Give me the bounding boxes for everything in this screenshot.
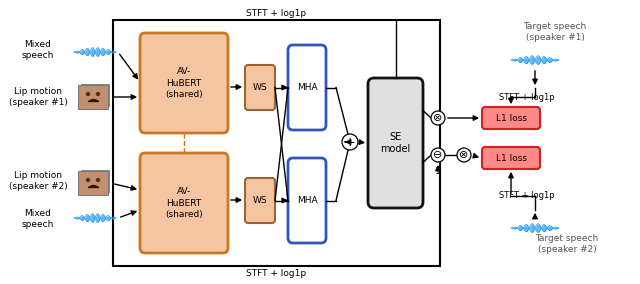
Text: AV-
HuBERT
(shared): AV- HuBERT (shared) bbox=[165, 187, 203, 219]
Text: L1 loss: L1 loss bbox=[495, 153, 527, 162]
FancyBboxPatch shape bbox=[288, 158, 326, 243]
Circle shape bbox=[431, 148, 445, 162]
Text: MHA: MHA bbox=[297, 196, 317, 205]
Text: +: + bbox=[345, 135, 355, 149]
Text: Lip motion
(speaker #2): Lip motion (speaker #2) bbox=[8, 171, 67, 191]
FancyBboxPatch shape bbox=[81, 84, 109, 106]
Text: SE
model: SE model bbox=[380, 132, 411, 154]
Circle shape bbox=[431, 111, 445, 125]
Circle shape bbox=[96, 178, 100, 182]
Text: ⊖: ⊖ bbox=[433, 150, 443, 160]
Circle shape bbox=[96, 92, 100, 96]
Text: Mixed
speech: Mixed speech bbox=[22, 40, 54, 60]
Text: MHA: MHA bbox=[297, 83, 317, 92]
Text: ⊗: ⊗ bbox=[433, 113, 443, 123]
Circle shape bbox=[342, 134, 358, 150]
Bar bbox=[113, 20, 440, 266]
Text: AV-
HuBERT
(shared): AV- HuBERT (shared) bbox=[165, 67, 203, 99]
FancyBboxPatch shape bbox=[81, 170, 109, 192]
Text: Lip motion
(speaker #1): Lip motion (speaker #1) bbox=[8, 87, 67, 107]
Text: WS: WS bbox=[253, 83, 268, 92]
Text: L1 loss: L1 loss bbox=[495, 114, 527, 122]
Circle shape bbox=[86, 92, 90, 96]
Text: STFT + log1p: STFT + log1p bbox=[499, 191, 555, 201]
Text: ⊗: ⊗ bbox=[460, 150, 468, 160]
FancyBboxPatch shape bbox=[482, 147, 540, 169]
FancyBboxPatch shape bbox=[482, 107, 540, 129]
FancyBboxPatch shape bbox=[78, 85, 108, 109]
Text: STFT + log1p: STFT + log1p bbox=[499, 93, 555, 101]
FancyBboxPatch shape bbox=[78, 87, 106, 109]
Text: Target speech
(speaker #1): Target speech (speaker #1) bbox=[524, 22, 587, 42]
Text: WS: WS bbox=[253, 196, 268, 205]
FancyBboxPatch shape bbox=[78, 173, 106, 195]
FancyBboxPatch shape bbox=[245, 178, 275, 223]
FancyBboxPatch shape bbox=[140, 153, 228, 253]
Text: Target speech
(speaker #2): Target speech (speaker #2) bbox=[536, 234, 598, 254]
Circle shape bbox=[86, 178, 90, 182]
Text: Mixed
speech: Mixed speech bbox=[22, 209, 54, 229]
FancyBboxPatch shape bbox=[78, 171, 108, 195]
Text: 1: 1 bbox=[435, 166, 441, 176]
FancyBboxPatch shape bbox=[140, 33, 228, 133]
FancyBboxPatch shape bbox=[288, 45, 326, 130]
Text: STFT + log1p: STFT + log1p bbox=[246, 270, 307, 279]
FancyBboxPatch shape bbox=[368, 78, 423, 208]
FancyBboxPatch shape bbox=[245, 65, 275, 110]
Circle shape bbox=[457, 148, 471, 162]
Text: STFT + log1p: STFT + log1p bbox=[246, 9, 307, 18]
